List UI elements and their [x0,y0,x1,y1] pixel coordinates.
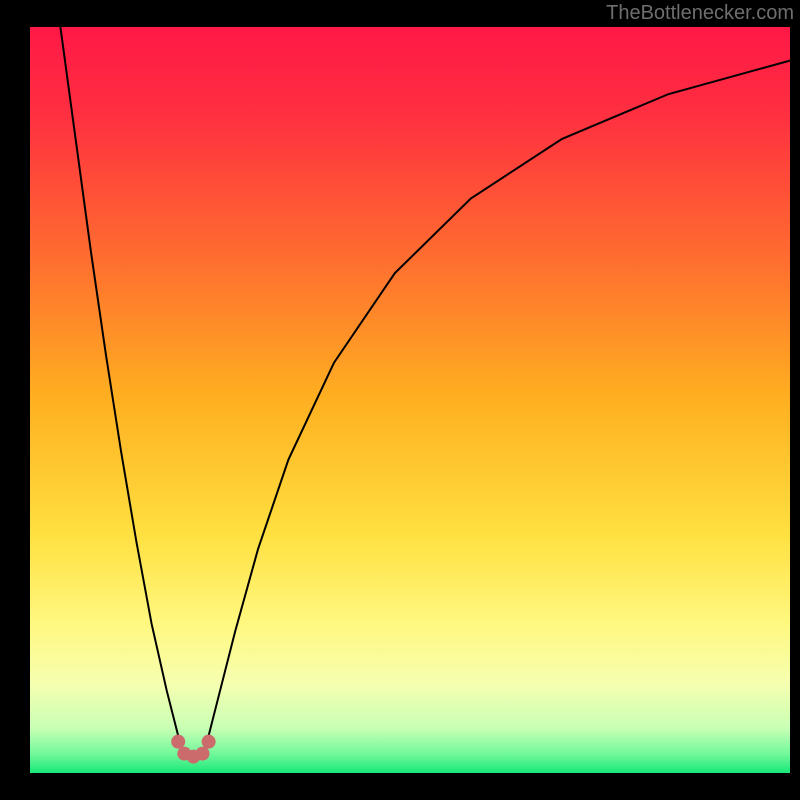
valley-marker [196,747,210,761]
chart-frame: TheBottlenecker.com [0,0,800,800]
valley-marker [171,735,185,749]
plot-background [30,27,790,773]
plot-area [30,27,790,773]
chart-svg [30,27,790,773]
watermark-text: TheBottlenecker.com [606,2,794,25]
valley-marker [202,735,216,749]
